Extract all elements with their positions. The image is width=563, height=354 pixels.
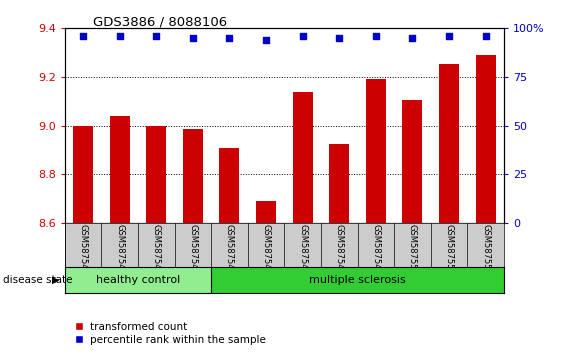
Text: GSM587543: GSM587543 (152, 224, 160, 275)
Text: GSM587551: GSM587551 (445, 224, 453, 275)
Text: disease state: disease state (3, 275, 72, 285)
Point (79, 33, 88, 39)
Text: healthy control: healthy control (96, 275, 180, 285)
Text: GSM587544: GSM587544 (189, 224, 197, 275)
Bar (220, 148, 239, 223)
Bar (329, 144, 349, 223)
Text: GDS3886 / 8088106: GDS3886 / 8088106 (93, 16, 227, 29)
Text: GSM587548: GSM587548 (335, 224, 343, 275)
Bar (211, 267, 504, 293)
Point (445, 33, 454, 39)
Text: multiple sclerosis: multiple sclerosis (309, 275, 406, 285)
Bar (65, 267, 211, 293)
Point (334, 35, 343, 41)
Text: GSM587546: GSM587546 (262, 224, 270, 275)
Bar (439, 64, 459, 223)
Text: GSM587547: GSM587547 (298, 224, 307, 275)
Point (298, 33, 307, 39)
Bar (293, 92, 312, 223)
Text: ▶: ▶ (52, 275, 59, 285)
Point (408, 35, 417, 41)
Bar (146, 126, 166, 223)
Text: GSM587552: GSM587552 (481, 224, 490, 275)
Legend: transformed count, percentile rank within the sample: transformed count, percentile rank withi… (70, 317, 270, 349)
Point (152, 33, 161, 39)
Text: GSM587549: GSM587549 (372, 224, 380, 275)
Bar (476, 55, 495, 223)
Text: GSM587542: GSM587542 (115, 224, 124, 275)
Text: GSM587541: GSM587541 (79, 224, 87, 275)
Text: GSM587550: GSM587550 (408, 224, 417, 275)
Point (372, 33, 381, 39)
Point (261, 37, 270, 43)
Bar (403, 100, 422, 223)
Bar (366, 79, 386, 223)
Bar (183, 129, 203, 223)
Point (481, 33, 490, 39)
Point (225, 35, 234, 41)
Point (188, 35, 197, 41)
Bar (256, 201, 276, 223)
Bar (110, 116, 129, 223)
Point (115, 33, 124, 39)
Text: GSM587545: GSM587545 (225, 224, 234, 275)
Bar (73, 126, 93, 223)
